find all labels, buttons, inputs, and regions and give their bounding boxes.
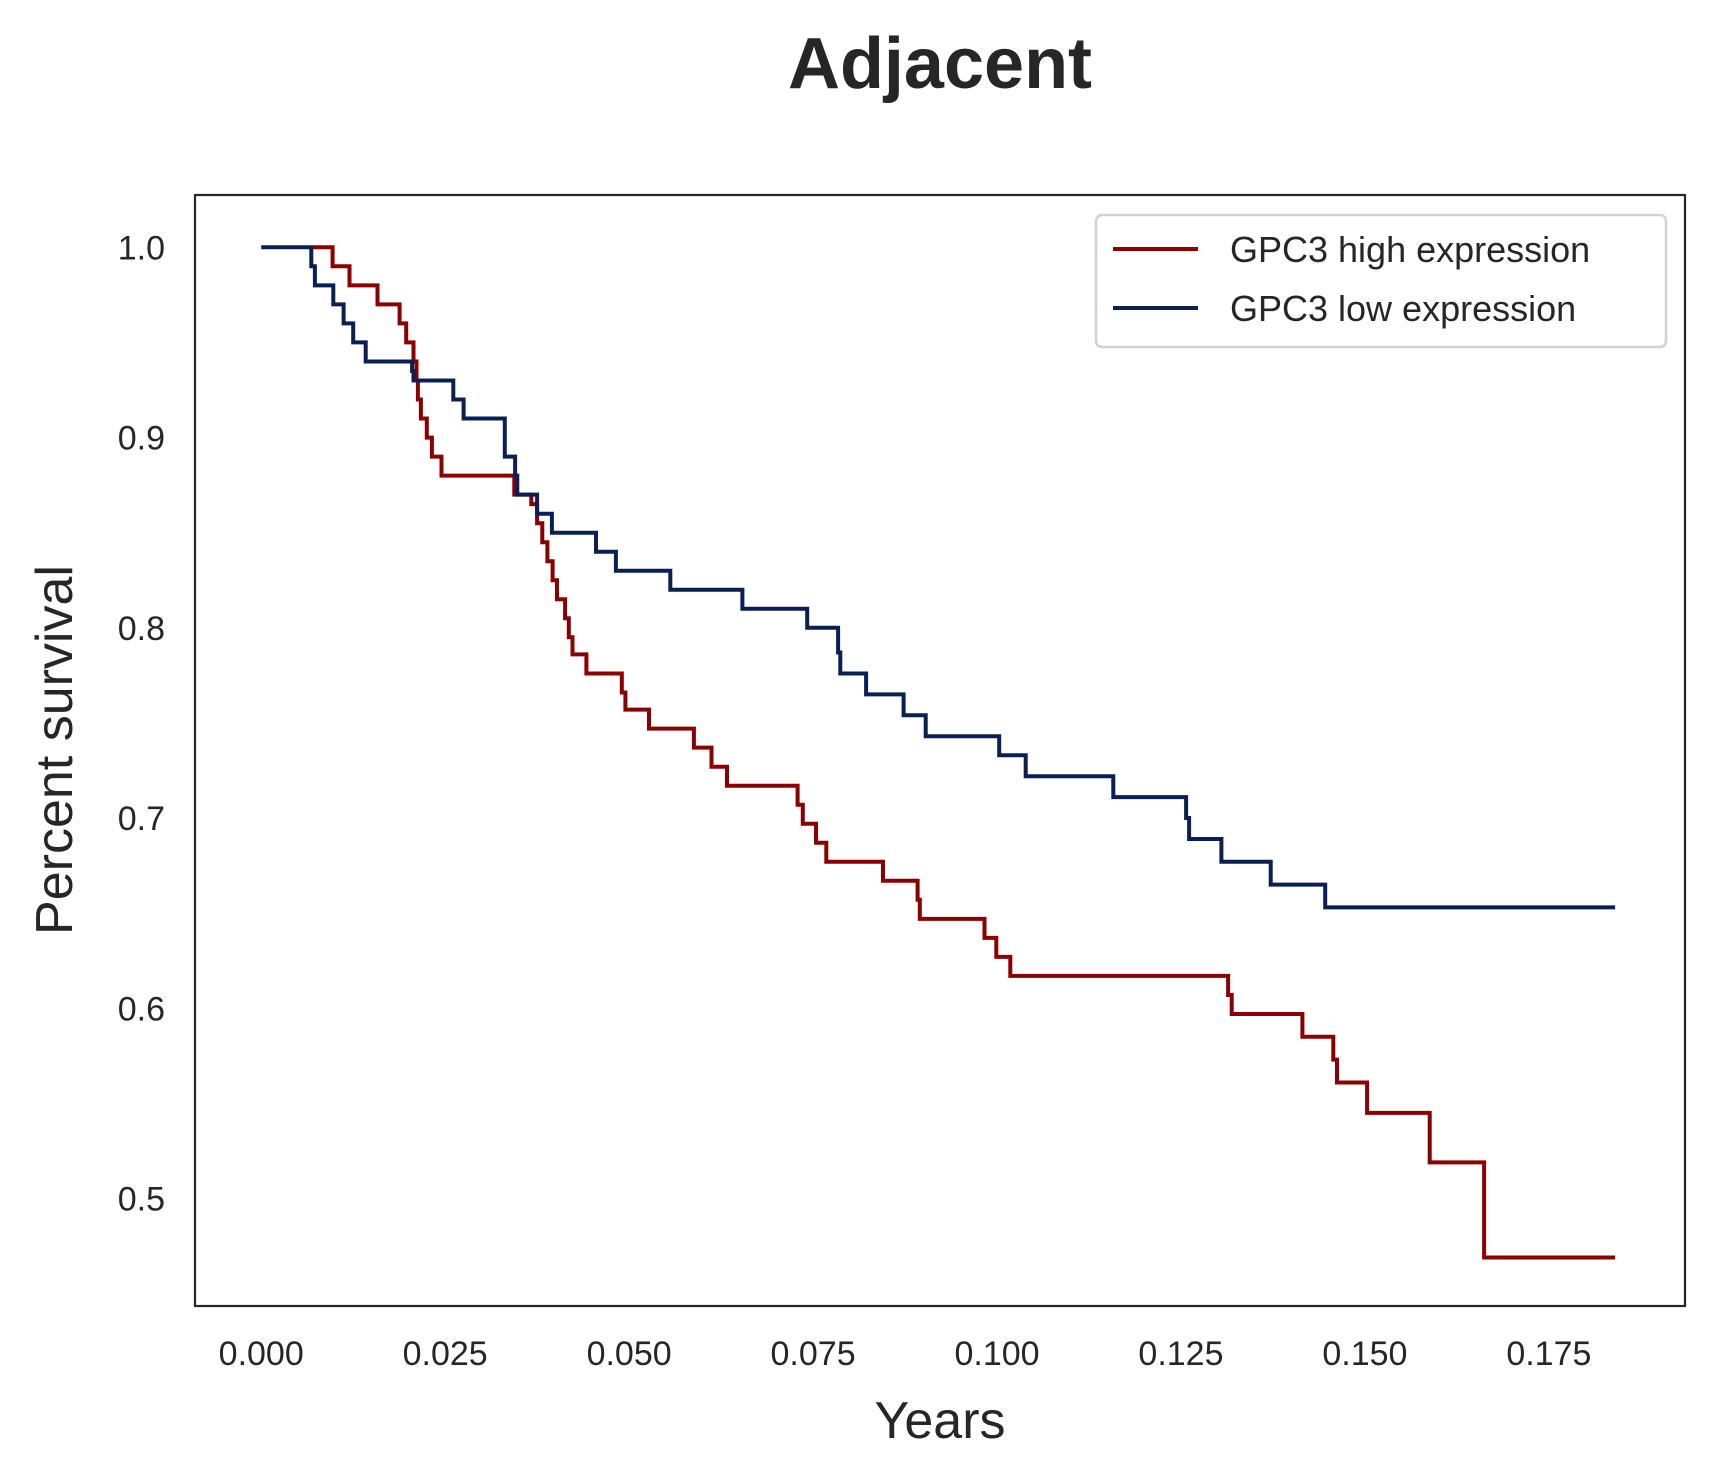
- x-tick-label: 0.000: [219, 1335, 304, 1373]
- chart-title: Adjacent: [788, 24, 1092, 104]
- y-tick-label: 0.6: [118, 990, 165, 1028]
- x-tick-label: 0.100: [954, 1335, 1039, 1373]
- legend-label-low: GPC3 low expression: [1230, 288, 1576, 329]
- y-tick-label: 0.7: [118, 800, 165, 838]
- x-tick-label: 0.175: [1506, 1335, 1591, 1373]
- series-group: [261, 245, 1616, 1260]
- x-axis-ticks: 0.000 0.025 0.050 0.075 0.100 0.125 0.150 0.175: [219, 1335, 1592, 1373]
- y-tick-label: 0.8: [118, 610, 165, 648]
- x-tick-label: 0.050: [587, 1335, 672, 1373]
- y-tick-label: 1.0: [118, 229, 165, 267]
- series-line-low-expression: [261, 245, 1616, 910]
- y-tick-label: 0.9: [118, 420, 165, 458]
- y-axis-ticks: 0.5 0.6 0.7 0.8 0.9 1.0: [118, 229, 165, 1218]
- y-tick-label: 0.5: [118, 1181, 165, 1219]
- plot-area: [193, 193, 1687, 1308]
- x-tick-label: 0.075: [771, 1335, 856, 1373]
- legend-box: [1094, 213, 1668, 349]
- legend-label-high: GPC3 high expression: [1230, 229, 1590, 270]
- x-tick-label: 0.025: [403, 1335, 488, 1373]
- x-tick-label: 0.125: [1138, 1335, 1223, 1373]
- y-axis-label: Percent survival: [26, 565, 84, 935]
- x-axis-label: Years: [874, 1392, 1005, 1450]
- legend: GPC3 high expression GPC3 low expression: [1094, 213, 1668, 349]
- x-tick-label: 0.150: [1322, 1335, 1407, 1373]
- plot-frame: [193, 193, 1687, 1308]
